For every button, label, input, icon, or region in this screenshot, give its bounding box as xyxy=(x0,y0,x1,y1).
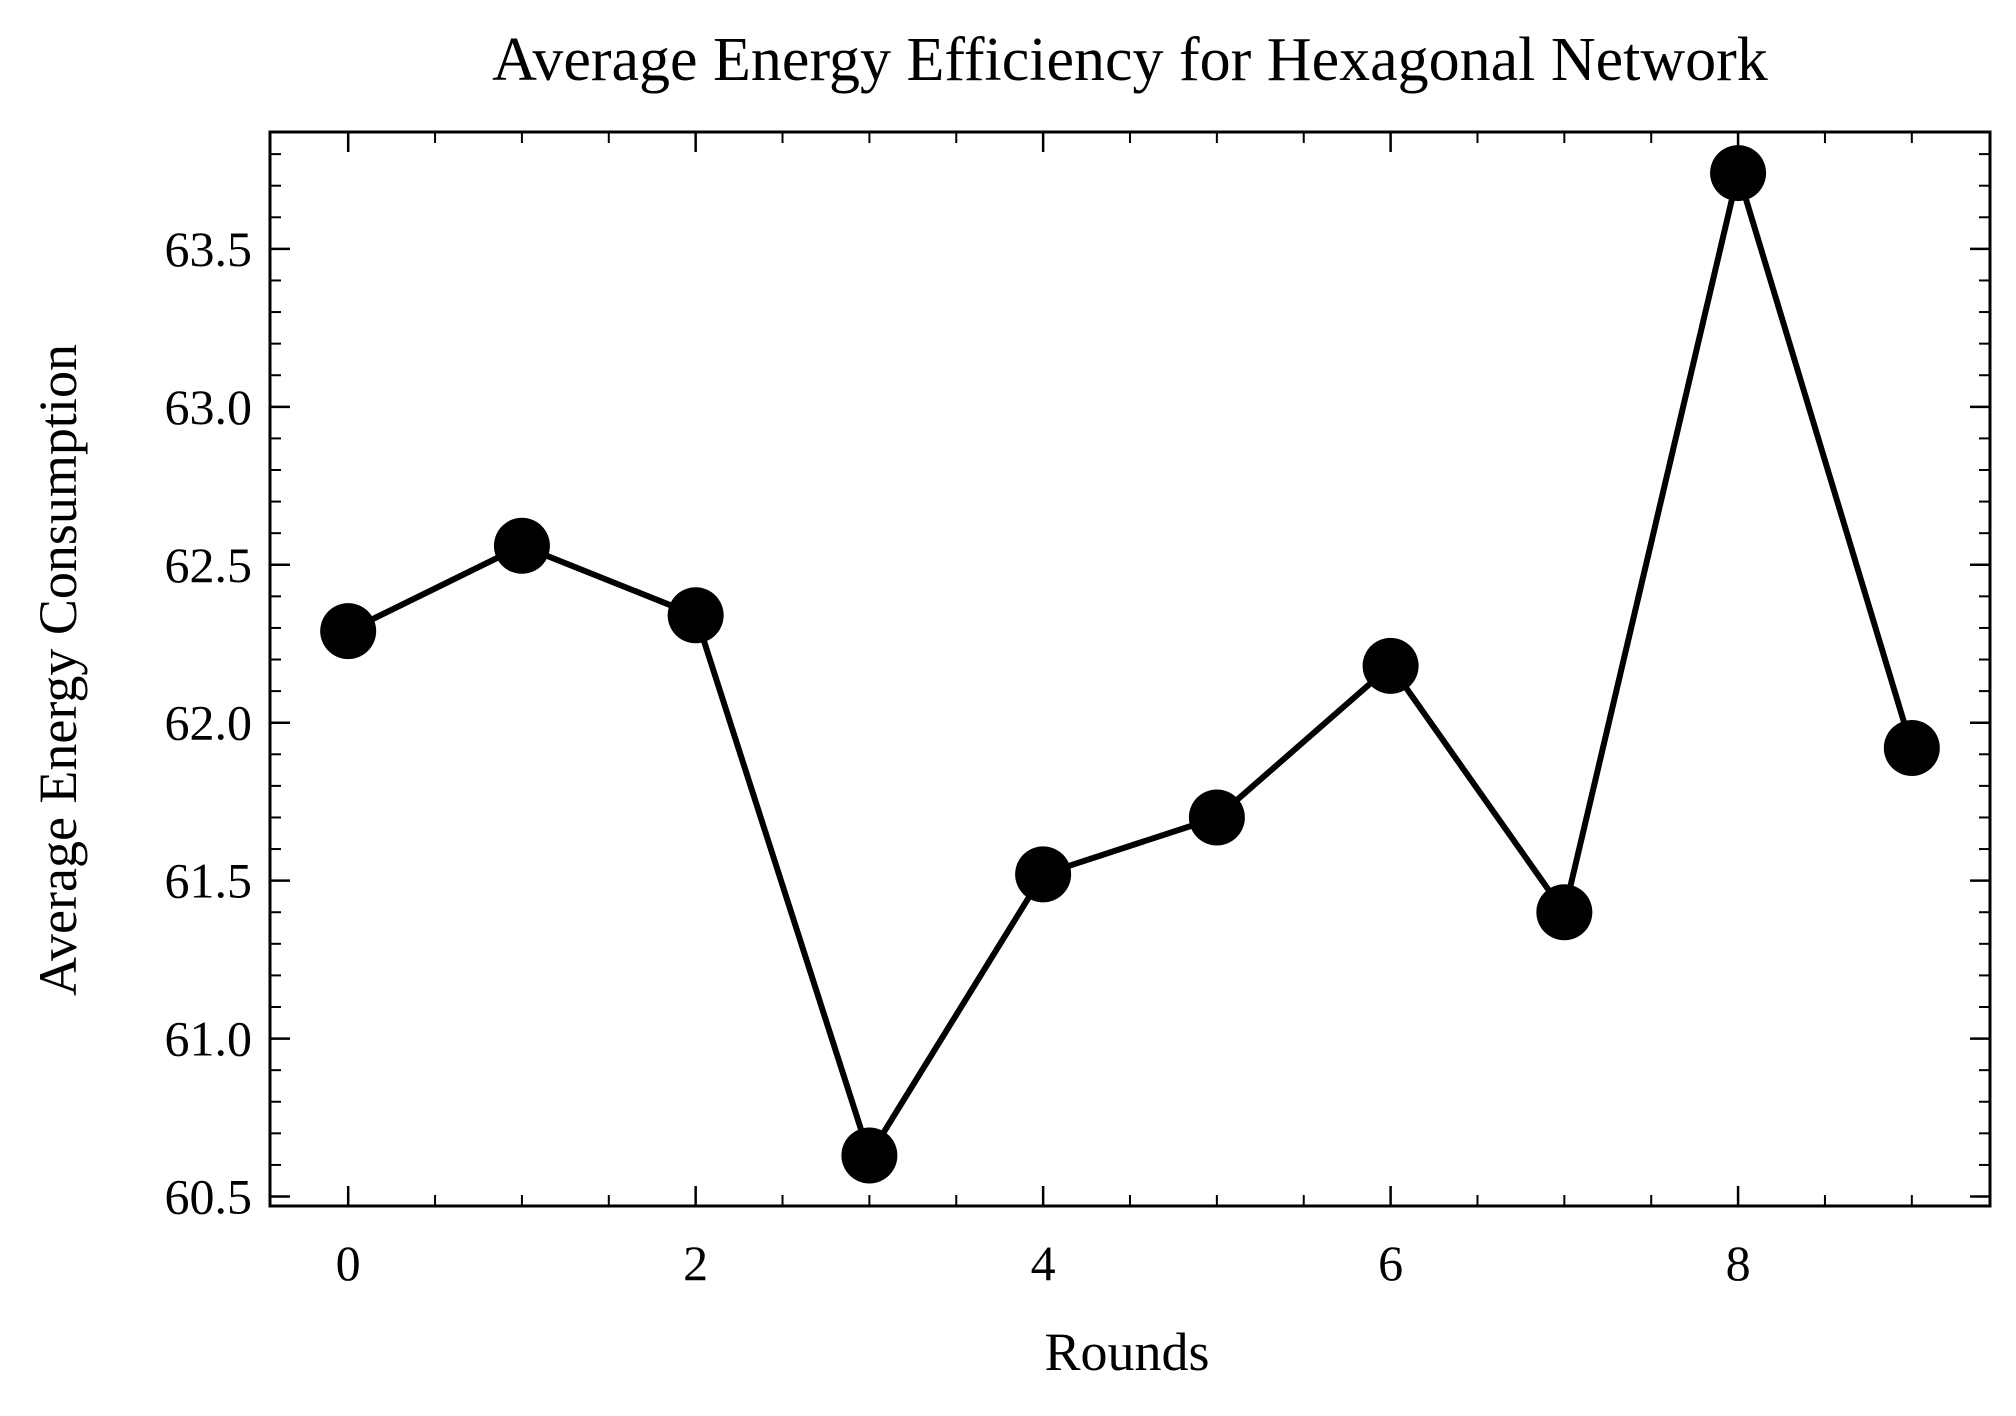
data-point xyxy=(841,1127,898,1184)
data-point xyxy=(1536,884,1593,941)
data-point xyxy=(320,603,377,660)
axis-ticks xyxy=(270,132,1990,1206)
data-point xyxy=(1362,637,1419,694)
y-tick-label: 62.0 xyxy=(165,695,253,751)
tick-labels: 0 2 4 6 8 60.5 61.0 61.5 62.0 62.5 63.0 63.5 xyxy=(165,221,1751,1291)
x-tick-label: 8 xyxy=(1726,1235,1751,1291)
data-point xyxy=(1710,145,1767,202)
x-tick-label: 0 xyxy=(336,1235,361,1291)
plot-frame xyxy=(268,130,1992,1208)
y-axis-label: Average Energy Consumption xyxy=(28,344,88,996)
series-line xyxy=(346,170,1915,1159)
x-tick-label: 2 xyxy=(683,1235,708,1291)
x-tick-label: 4 xyxy=(1031,1235,1056,1291)
chart-title: Average Energy Efficiency for Hexagonal … xyxy=(492,26,1768,94)
y-tick-label: 61.5 xyxy=(165,853,253,909)
y-tick-label: 61.0 xyxy=(165,1011,253,1067)
data-point xyxy=(1188,789,1245,846)
y-tick-label: 60.5 xyxy=(165,1169,253,1225)
x-tick-label: 6 xyxy=(1378,1235,1403,1291)
y-tick-label: 63.5 xyxy=(165,221,253,277)
y-tick-label: 62.5 xyxy=(165,537,253,593)
x-axis-label: Rounds xyxy=(1044,1322,1209,1382)
data-point xyxy=(1883,719,1940,776)
data-point xyxy=(667,587,724,644)
data-point xyxy=(493,517,550,574)
series-layer xyxy=(320,145,1940,1184)
data-point xyxy=(1015,846,1072,903)
y-tick-label: 63.0 xyxy=(165,379,253,435)
